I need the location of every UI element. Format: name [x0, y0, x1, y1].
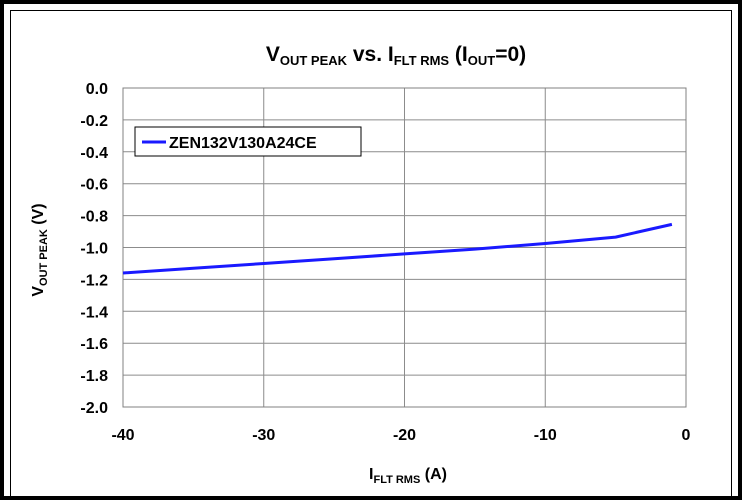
y-tick-label: -1.4	[80, 304, 108, 321]
series-line-0	[122, 222, 673, 275]
title-out-peak-subscript: OUT PEAK	[280, 53, 348, 68]
series-lines	[122, 222, 673, 275]
y-tick-label: -0.4	[80, 145, 108, 162]
y-tick-label: -1.8	[80, 368, 108, 385]
legend-label: ZEN132V130A24CE	[169, 135, 317, 152]
x-tick-label: -40	[111, 427, 134, 444]
title-flt-rms-subscript: FLT RMS	[394, 53, 450, 68]
legend-box	[134, 126, 362, 157]
y-tick-label: -0.2	[80, 113, 108, 130]
x-tick-labels: -40 -30 -20 -10 0	[111, 427, 690, 444]
chart-title: VOUT PEAK vs. IFLT RMS (IOUT=0)	[266, 43, 526, 68]
ylabel-out-peak-subscript: OUT PEAK	[38, 229, 50, 286]
y-tick-label: -2.0	[80, 400, 108, 417]
title-paren-i: (I	[449, 43, 468, 66]
ylabel-unit: (V)	[30, 203, 47, 229]
y-tick-label: -1.2	[80, 272, 108, 289]
title-i: I	[388, 43, 394, 66]
x-tick-label: -20	[393, 427, 416, 444]
legend: ZEN132V130A24CE	[134, 126, 362, 157]
title-out-subscript: OUT	[468, 53, 496, 68]
ylabel-v: V	[30, 286, 47, 297]
y-tick-label: -0.8	[80, 209, 108, 226]
x-tick-label: -30	[252, 427, 275, 444]
y-tick-label: -1.6	[80, 336, 108, 353]
x-axis-label: IFLT RMS (A)	[369, 466, 447, 486]
title-vs: vs.	[347, 43, 388, 66]
title-v: V	[266, 43, 280, 66]
y-tick-labels: 0.0 -0.2 -0.4 -0.6 -0.8 -1.0 -1.2 -1.4 -1.6 -1.8 -…	[80, 81, 108, 417]
chart-frame-inner	[10, 10, 732, 496]
plot-area-border	[122, 87, 687, 408]
xlabel-i: I	[369, 466, 373, 483]
xlabel-flt-rms-subscript: FLT RMS	[373, 474, 420, 486]
x-tick-label: -10	[534, 427, 557, 444]
y-tick-label: -1.0	[80, 241, 108, 258]
y-axis-label: VOUT PEAK (V)	[30, 203, 50, 296]
y-tick-label: -0.6	[80, 177, 108, 194]
gridlines	[122, 87, 687, 408]
xlabel-unit: (A)	[420, 466, 447, 483]
y-tick-label: 0.0	[86, 81, 108, 98]
title-eq0: =0)	[495, 43, 526, 66]
x-tick-label: 0	[682, 427, 691, 444]
